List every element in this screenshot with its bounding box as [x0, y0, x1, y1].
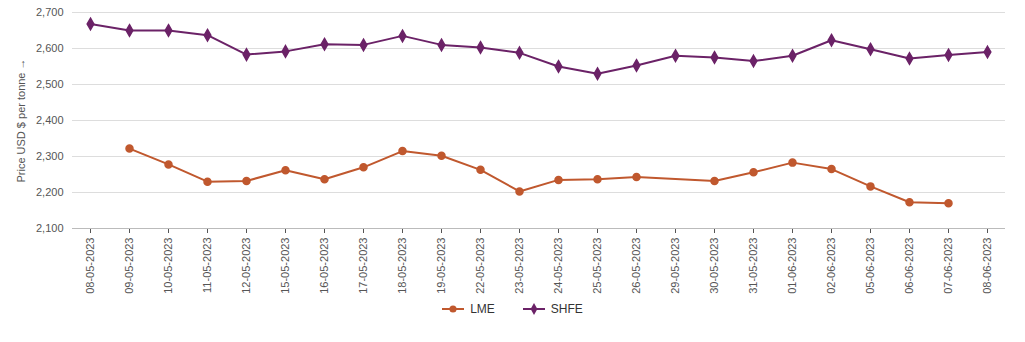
- svg-text:12-05-2023: 12-05-2023: [240, 238, 252, 294]
- svg-text:24-05-2023: 24-05-2023: [552, 238, 564, 294]
- svg-text:06-06-2023: 06-06-2023: [903, 238, 915, 294]
- svg-text:11-05-2023: 11-05-2023: [201, 238, 213, 293]
- svg-text:15-05-2023: 15-05-2023: [279, 238, 291, 294]
- svg-text:26-05-2023: 26-05-2023: [630, 238, 642, 294]
- svg-text:29-05-2023: 29-05-2023: [669, 238, 681, 294]
- svg-text:2,300: 2,300: [36, 150, 64, 162]
- svg-text:16-05-2023: 16-05-2023: [318, 238, 330, 294]
- svg-text:05-06-2023: 05-06-2023: [864, 238, 876, 294]
- svg-text:2,500: 2,500: [36, 78, 64, 90]
- svg-text:2,400: 2,400: [36, 114, 64, 126]
- svg-text:2,100: 2,100: [36, 222, 64, 234]
- svg-text:31-05-2023: 31-05-2023: [747, 238, 759, 294]
- svg-text:19-05-2023: 19-05-2023: [435, 238, 447, 294]
- svg-text:Price USD $ per tonne →: Price USD $ per tonne →: [15, 58, 27, 182]
- svg-text:09-05-2023: 09-05-2023: [123, 238, 135, 294]
- svg-text:2,700: 2,700: [36, 6, 64, 18]
- svg-text:18-05-2023: 18-05-2023: [396, 238, 408, 294]
- svg-text:23-05-2023: 23-05-2023: [513, 238, 525, 294]
- svg-text:25-05-2023: 25-05-2023: [591, 238, 603, 294]
- html-text:LME: LME: [470, 302, 495, 316]
- svg-text:08-05-2023: 08-05-2023: [84, 238, 96, 294]
- svg-text:07-06-2023: 07-06-2023: [942, 238, 954, 294]
- svg-text:30-05-2023: 30-05-2023: [708, 238, 720, 294]
- svg-text:2,200: 2,200: [36, 186, 64, 198]
- html-text:SHFE: SHFE: [550, 302, 583, 316]
- svg-text:10-05-2023: 10-05-2023: [162, 238, 174, 294]
- svg-text:01-06-2023: 01-06-2023: [786, 238, 798, 294]
- svg-text:17-05-2023: 17-05-2023: [357, 238, 369, 294]
- svg-text:22-05-2023: 22-05-2023: [474, 238, 486, 294]
- svg-text:08-06-2023: 08-06-2023: [981, 238, 993, 294]
- svg-text:2,600: 2,600: [36, 42, 64, 54]
- svg-text:02-06-2023: 02-06-2023: [825, 238, 837, 294]
